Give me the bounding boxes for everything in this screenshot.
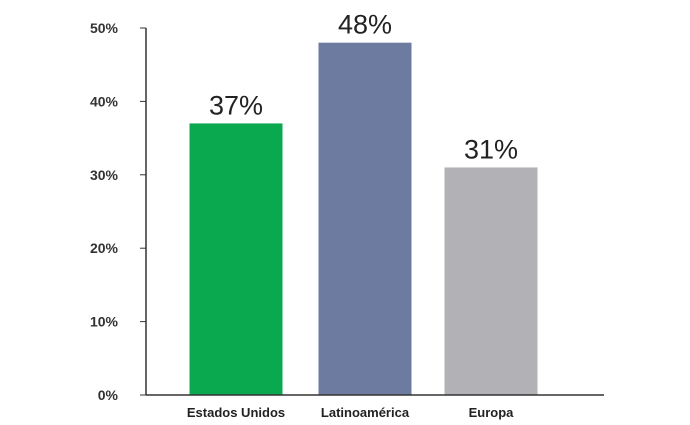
data-label-2: 48%	[338, 10, 392, 40]
y-axis: 0% 10% 20% 30% 40% 50%	[90, 20, 147, 403]
y-tick-label: 30%	[90, 167, 119, 183]
y-tick-label: 0%	[98, 387, 119, 403]
y-tick-label: 10%	[90, 314, 119, 330]
bar-1	[189, 123, 283, 396]
category-label-2: Latinoamérica	[321, 405, 410, 420]
data-label-3: 31%	[464, 134, 518, 164]
y-tick-label: 40%	[90, 93, 119, 109]
data-label-1: 37%	[209, 90, 263, 120]
data-labels: 37% 48% 31%	[209, 10, 518, 165]
y-tick-label: 50%	[90, 20, 119, 36]
category-label-3: Europa	[469, 405, 515, 420]
bars	[189, 42, 538, 396]
x-axis: Estados Unidos Latinoamérica Europa	[146, 394, 604, 420]
y-tick-label: 20%	[90, 240, 119, 256]
category-label-1: Estados Unidos	[187, 405, 285, 420]
bar-2	[318, 42, 412, 396]
bar-3	[444, 167, 538, 395]
